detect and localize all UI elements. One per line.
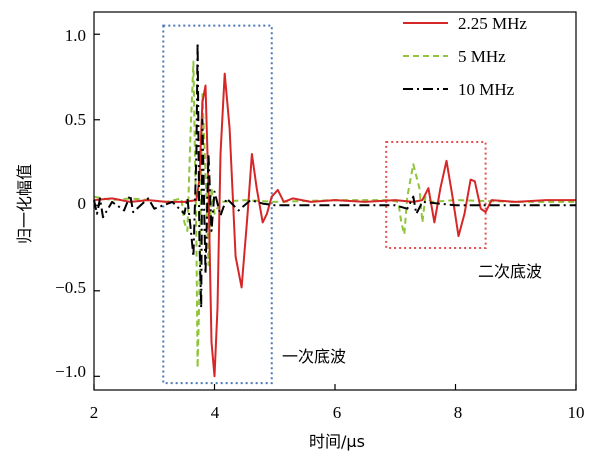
axis-ticks	[93, 33, 577, 390]
annotation-label-second-echo: 二次底波	[478, 262, 542, 281]
annotation-box-second-echo	[385, 140, 487, 250]
y-tick-label: −1.0	[55, 362, 86, 381]
x-tick-label: 8	[454, 403, 463, 422]
legend-label-2-25mhz: 2.25 MHz	[458, 14, 527, 33]
annotation-boxes	[162, 24, 487, 385]
y-tick-label: 0	[78, 194, 87, 213]
series-line-5-mhz	[93, 60, 576, 369]
x-tick-label: 4	[211, 403, 220, 422]
series-line-2-25-mhz	[93, 72, 576, 378]
legend-label-10mhz: 10 MHz	[458, 80, 515, 99]
legend-label-5mhz: 5 MHz	[458, 47, 506, 66]
series-line-10-mhz	[93, 41, 576, 309]
annotation-box-first-echo	[162, 24, 273, 385]
x-tick-label: 2	[90, 403, 99, 422]
x-tick-label: 10	[568, 403, 585, 422]
y-tick-label: 1.0	[65, 26, 86, 45]
y-tick-label: −0.5	[55, 278, 86, 297]
y-axis-title: 归一化幅值	[15, 164, 34, 244]
annotation-label-first-echo: 一次底波	[282, 347, 346, 366]
x-axis-title: 时间/μs	[309, 432, 365, 451]
legend: 2.25 MHz 5 MHz 10 MHz	[403, 14, 527, 99]
series-lines	[93, 41, 576, 378]
x-tick-label: 6	[333, 403, 342, 422]
y-tick-label: 0.5	[65, 110, 86, 129]
